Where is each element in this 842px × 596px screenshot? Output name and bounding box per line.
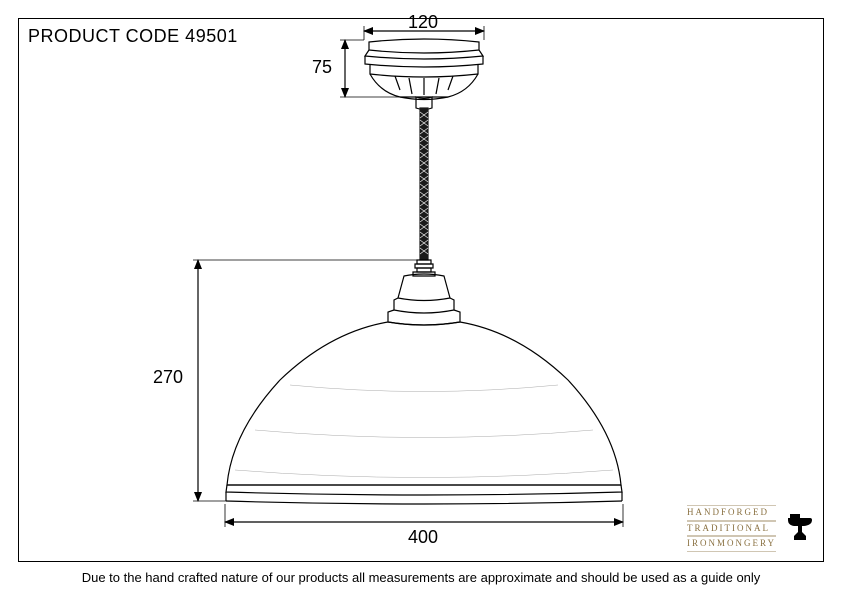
lamp-holder <box>388 274 460 325</box>
dome-shade <box>226 322 622 504</box>
brand-line3: IRONMONGERY <box>687 536 776 552</box>
disclaimer-text: Due to the hand crafted nature of our pr… <box>0 570 842 585</box>
dim-shade-height-label: 270 <box>153 367 183 388</box>
dim-shade-height <box>193 260 417 501</box>
dim-canopy-height-label: 75 <box>312 57 332 78</box>
brand-logo-text: HANDFORGED TRADITIONAL IRONMONGERY <box>687 505 776 552</box>
dim-shade-width-label: 400 <box>408 527 438 548</box>
canopy-outline <box>365 39 483 100</box>
brand-logo: HANDFORGED TRADITIONAL IRONMONGERY <box>687 505 814 552</box>
dim-canopy-width-label: 120 <box>408 12 438 33</box>
brand-line1: HANDFORGED <box>687 505 776 521</box>
dim-shade-width <box>225 504 623 527</box>
brand-line2: TRADITIONAL <box>687 521 776 537</box>
anvil-icon <box>786 512 814 544</box>
